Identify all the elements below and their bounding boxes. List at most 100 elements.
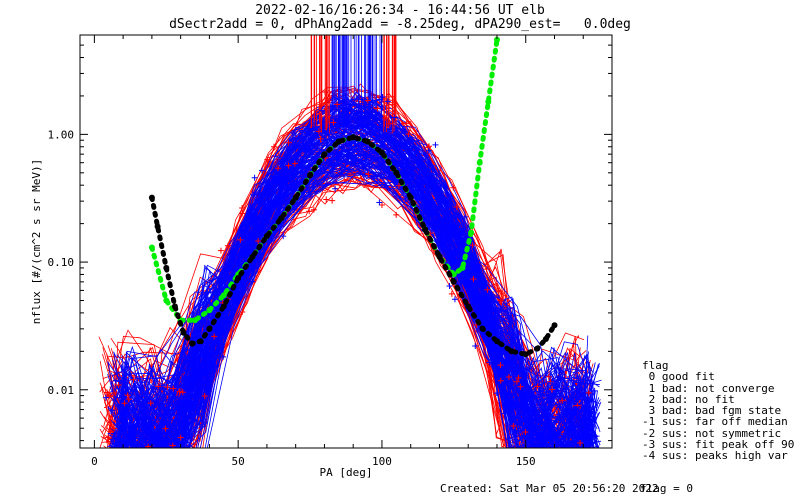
data-point-marker (239, 204, 246, 211)
data-point-marker (280, 233, 287, 240)
blue-measurement-trace (171, 144, 591, 448)
data-point-marker (290, 206, 297, 213)
green-fit-point (468, 229, 475, 236)
data-point-marker (591, 387, 598, 394)
data-point-marker (317, 135, 324, 142)
data-point-marker (446, 283, 453, 290)
data-point-marker (155, 383, 162, 390)
black-fit-point (508, 348, 515, 355)
data-point-marker (577, 439, 584, 446)
flag-legend-item: -3 sus: fit peak off 90 (642, 438, 795, 452)
data-point-marker (497, 377, 504, 384)
data-point-marker (117, 394, 124, 401)
data-point-marker (170, 385, 177, 392)
data-point-marker (131, 388, 138, 395)
axes-layer: 0 50 100 150 0.01 0.10 1.00 PA [deg] nflux [#/(c… (30, 34, 613, 479)
data-point-marker (376, 199, 383, 206)
blue-measurement-trace (126, 154, 598, 448)
data-point-marker (555, 411, 562, 418)
data-point-marker (111, 425, 118, 432)
data-point-marker (102, 394, 109, 401)
black-fit-point (436, 253, 443, 260)
data-point-marker (106, 392, 113, 399)
green-fit-point (494, 36, 500, 43)
data-point-marker (285, 162, 292, 169)
data-point-marker (509, 393, 516, 400)
blue-measurement-trace (112, 154, 595, 448)
data-point-marker (424, 144, 431, 151)
x-axis-label: PA [deg] (320, 466, 373, 479)
data-point-marker (201, 393, 208, 400)
data-point-marker (176, 388, 183, 395)
black-fit-point (350, 134, 357, 141)
black-fit-point (450, 278, 457, 285)
data-point-marker (292, 180, 299, 187)
black-fit-point (479, 325, 486, 332)
data-point-marker (573, 406, 580, 413)
data-point-marker (116, 378, 123, 385)
data-point-marker (141, 419, 148, 426)
data-point-marker (398, 130, 405, 137)
data-point-marker (393, 146, 400, 153)
y-axis-label: nflux [#/(cm^2 s sr MeV)] (30, 159, 43, 325)
data-point-marker (255, 238, 262, 245)
blue-measurement-trace (110, 157, 600, 448)
data-point-marker (370, 173, 377, 180)
data-point-marker (291, 160, 298, 167)
data-point-marker (558, 445, 565, 448)
data-point-marker (297, 169, 304, 176)
data-point-marker (239, 210, 246, 217)
green-fit-point (163, 297, 170, 304)
y-tick-label: 0.01 (48, 384, 75, 397)
green-fit-point (192, 317, 198, 324)
x-tick-label: 50 (232, 455, 245, 468)
data-point-marker (405, 131, 412, 138)
blue-measurement-trace (110, 134, 590, 448)
data-point-marker (364, 97, 371, 104)
data-point-marker (237, 236, 244, 243)
data-point-marker (130, 376, 137, 383)
data-point-marker (325, 131, 332, 138)
data-point-marker (338, 165, 345, 172)
black-fit-point (163, 264, 170, 271)
blue-measurement-trace (120, 97, 597, 442)
data-point-marker (211, 333, 218, 340)
data-point-marker (498, 297, 505, 304)
data-point-marker (382, 114, 389, 121)
data-point-marker (386, 120, 393, 127)
data-point-marker (586, 417, 593, 424)
black-fit-point (235, 275, 242, 281)
data-point-marker (329, 170, 336, 177)
data-point-marker (334, 101, 341, 108)
data-point-marker (484, 286, 491, 293)
data-point-marker (402, 145, 409, 152)
data-point-marker (378, 201, 385, 208)
data-point-marker (391, 114, 398, 121)
data-point-marker (110, 389, 117, 396)
blue-measurement-trace (121, 123, 555, 448)
data-point-marker (330, 119, 337, 126)
data-point-marker (508, 340, 515, 347)
data-point-marker (306, 208, 313, 215)
data-point-marker (493, 390, 500, 397)
flag-legend: flag 0 good fit 1 bad: not converge 2 ba… (642, 360, 794, 462)
data-point-marker (270, 143, 277, 150)
data-point-marker (549, 386, 556, 393)
data-point-marker (333, 94, 340, 101)
blue-measurement-trace (116, 169, 593, 448)
data-point-marker (352, 157, 359, 164)
data-point-marker (387, 173, 394, 180)
data-point-marker (315, 128, 322, 135)
flag-legend-item: 1 bad: not converge (642, 381, 775, 395)
chart-title-parameters: dSectr2add = 0, dPhAng2add = -8.25deg, d… (169, 17, 631, 32)
data-point-marker (425, 147, 432, 154)
data-point-marker (166, 427, 173, 434)
black-fit-point (393, 169, 400, 176)
flag-legend-item: 3 bad: bad fgm state (642, 404, 782, 418)
data-point-marker (105, 393, 112, 400)
black-fit-point (154, 223, 161, 230)
blue-measurement-trace (122, 156, 586, 448)
data-point-marker (107, 428, 114, 435)
data-point-marker (469, 242, 476, 249)
